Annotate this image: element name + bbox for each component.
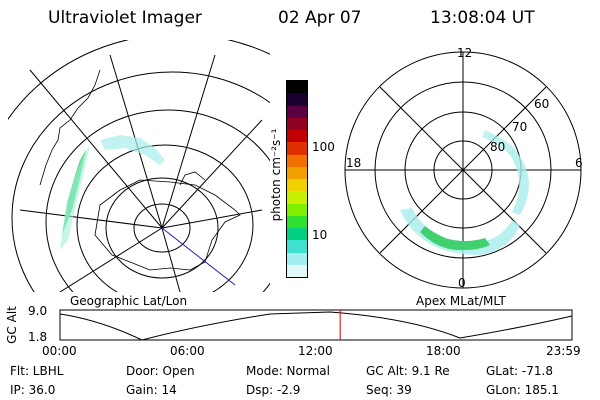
colorbar-segment bbox=[287, 252, 307, 265]
colorbar-tick-100: 100 bbox=[312, 140, 335, 154]
colorbar-tick-10: 10 bbox=[312, 228, 328, 242]
gc-alt-status: GC Alt: 9.1 Re bbox=[366, 364, 450, 378]
colorbar-segment bbox=[287, 81, 307, 94]
colorbar-segment bbox=[287, 203, 307, 216]
colorbar-segment bbox=[287, 130, 307, 143]
colorbar-segment bbox=[287, 166, 307, 179]
colorbar-segment bbox=[287, 179, 307, 192]
mlt-label-12: 12 bbox=[457, 46, 473, 60]
right-map-caption: Apex MLat/MLT bbox=[416, 294, 506, 308]
mlt-label-0: 0 bbox=[458, 276, 466, 290]
colorbar-segment bbox=[287, 240, 307, 253]
colorbar-segment bbox=[287, 215, 307, 228]
timeline-axis-label: GC Alt bbox=[5, 306, 19, 344]
lat-label-80: 80 bbox=[490, 140, 506, 154]
timeline-x-tick-1800: 18:00 bbox=[426, 344, 461, 358]
altitude-curve bbox=[59, 311, 573, 341]
left-aurora bbox=[60, 135, 165, 250]
mlt-label-18: 18 bbox=[346, 156, 362, 170]
colorbar-segment bbox=[287, 117, 307, 130]
color-scale-bar bbox=[286, 80, 308, 278]
lat-label-60: 60 bbox=[534, 97, 550, 111]
glat-status: GLat: -71.8 bbox=[486, 364, 553, 378]
time-label: 13:08:04 UT bbox=[430, 8, 535, 28]
timeline-y-tick-top: 9.0 bbox=[28, 304, 48, 318]
colorbar-segment bbox=[287, 142, 307, 155]
colorbar-segment bbox=[287, 105, 307, 118]
dsp-status: Dsp: -2.9 bbox=[246, 383, 301, 397]
colorbar-segment bbox=[287, 93, 307, 106]
timeline-x-tick-2359: 23:59 bbox=[546, 344, 581, 358]
filter-status: Flt: LBHL bbox=[10, 364, 64, 378]
mlt-label-6: 6 bbox=[575, 156, 583, 170]
mode-status: Mode: Normal bbox=[246, 364, 330, 378]
colorbar-segment bbox=[287, 154, 307, 167]
seq-status: Seq: 39 bbox=[366, 383, 412, 397]
instrument-title: Ultraviolet Imager bbox=[48, 8, 202, 28]
door-status: Door: Open bbox=[126, 364, 195, 378]
left-map-caption: Geographic Lat/Lon bbox=[70, 294, 188, 308]
timeline-y-tick-bottom: 1.8 bbox=[28, 330, 48, 344]
timeline-x-tick-0000: 00:00 bbox=[42, 344, 77, 358]
gain-status: Gain: 14 bbox=[126, 383, 177, 397]
timeline-x-tick-1200: 12:00 bbox=[298, 344, 333, 358]
date-label: 02 Apr 07 bbox=[278, 8, 362, 28]
colorbar-segment bbox=[287, 228, 307, 241]
timeline-x-tick-0600: 06:00 bbox=[170, 344, 205, 358]
colorbar-segment bbox=[287, 191, 307, 204]
right-aurora bbox=[400, 130, 529, 255]
colorbar-segment bbox=[287, 264, 307, 277]
glon-status: GLon: 185.1 bbox=[486, 383, 559, 397]
colorbar-unit-label: photon cm⁻²s⁻¹ bbox=[269, 128, 283, 222]
lat-label-70: 70 bbox=[512, 120, 528, 134]
timeline-frame bbox=[59, 309, 573, 341]
ip-status: IP: 36.0 bbox=[10, 383, 56, 397]
sun-direction-line bbox=[161, 227, 236, 286]
